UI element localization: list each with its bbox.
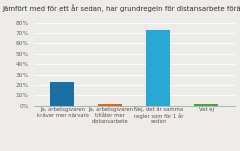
Bar (98, 104, 122, 106)
Bar (50, 82, 74, 106)
Bar (146, 30, 170, 106)
Bar (194, 104, 218, 106)
Text: Jämfört med för ett år sedan, har grundregeln för distansarbete förändrats?: Jämfört med för ett år sedan, har grundr… (2, 5, 240, 12)
